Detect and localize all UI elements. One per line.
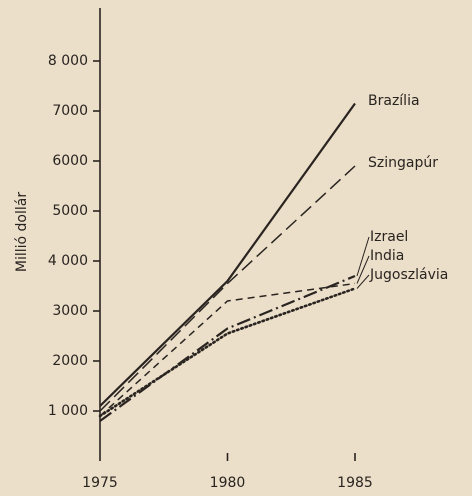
series-label: Izrael bbox=[370, 229, 408, 245]
series-line bbox=[99, 282, 356, 417]
series-line bbox=[99, 165, 356, 412]
series-label: Szingapúr bbox=[368, 155, 438, 171]
label-leader bbox=[356, 255, 370, 284]
series-line bbox=[98, 287, 357, 418]
y-tick-label: 8 000 bbox=[48, 53, 88, 69]
series-label: Jugoszlávia bbox=[369, 267, 448, 283]
series-line bbox=[99, 102, 356, 407]
y-tick-label: 1 000 bbox=[48, 403, 88, 419]
y-tick-label: 5000 bbox=[52, 203, 88, 219]
series-line bbox=[99, 274, 356, 422]
y-tick-label: 4 000 bbox=[48, 253, 88, 269]
x-tick-label: 1985 bbox=[337, 475, 373, 491]
label-leader bbox=[356, 274, 370, 289]
y-axis-label: Millió dollár bbox=[14, 192, 30, 272]
series-label: India bbox=[370, 248, 404, 264]
x-tick-label: 1975 bbox=[82, 475, 118, 491]
y-tick-label: 3000 bbox=[52, 303, 88, 319]
x-tick-label: 1980 bbox=[210, 475, 246, 491]
series-label: Brazília bbox=[368, 93, 420, 109]
label-leader bbox=[356, 236, 370, 277]
y-tick-label: 6000 bbox=[52, 153, 88, 169]
y-tick-label: 7000 bbox=[52, 103, 88, 119]
y-tick-label: 2000 bbox=[52, 353, 88, 369]
